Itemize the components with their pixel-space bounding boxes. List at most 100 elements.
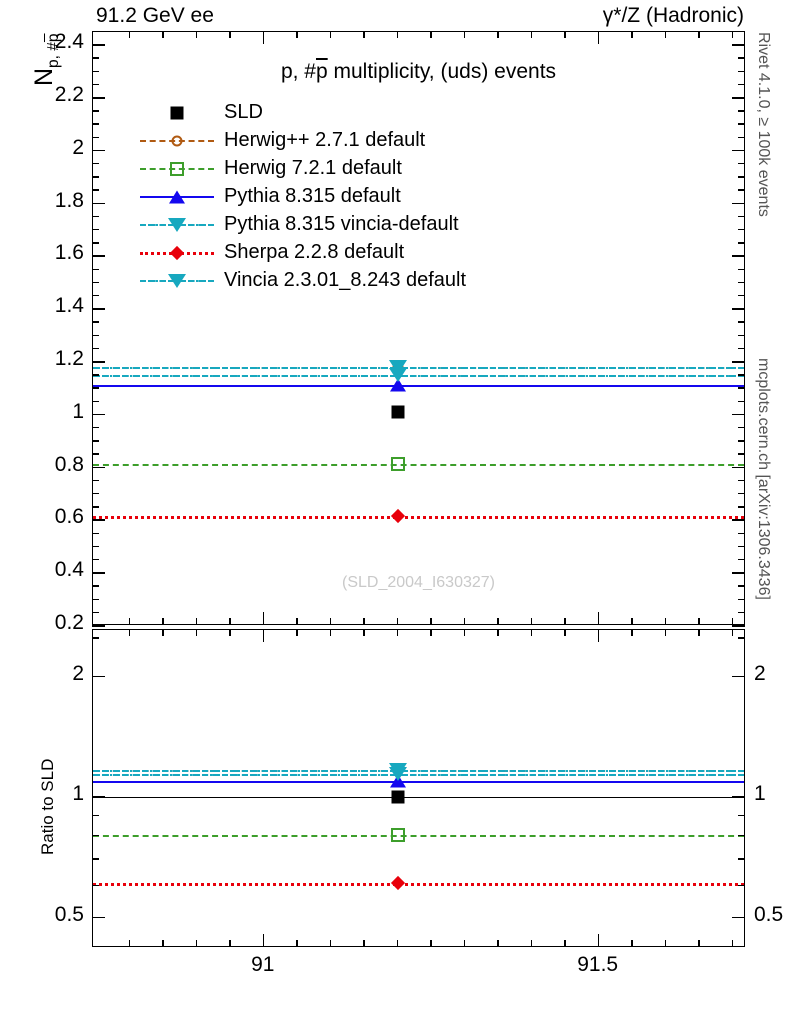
side-note-mcplots: mcplots.cern.ch [arXiv:1306.3436] [755,358,772,600]
legend-label: Pythia 8.315 default [224,185,401,207]
legend-label: Herwig 7.2.1 default [224,157,402,179]
series-line-2 [93,463,744,466]
main-x-tick [698,618,700,625]
main-y-major-tick [732,149,745,152]
main-x-tick [363,31,365,38]
ratio-x-tick [162,940,164,947]
main-y-minor-tick [92,334,99,336]
main-x-tick [363,618,365,625]
main-y-minor-tick [738,229,745,231]
main-x-tick [530,31,533,38]
ratio-x-tick [664,940,667,947]
main-y-minor-tick [92,215,99,218]
main-y-minor-tick [738,506,745,508]
main-y-minor-tick [738,268,745,270]
main-y-major-tick [92,361,105,363]
main-y-minor-tick [92,31,99,33]
ratio-x-tick [698,629,700,636]
main-y-tick: 1.4 [54,294,84,318]
ratio-x-tick [463,940,466,947]
ratio-y-major-tick [732,796,745,798]
main-plot-panel: p, #p multiplicity, (uds) events (SLD_20… [92,31,745,625]
main-y-major-tick [732,255,745,257]
main-y-tick: 1 [72,399,84,423]
main-x-tick [195,31,198,38]
main-y-major-tick [92,255,105,257]
series-line-dot-6 [93,770,744,773]
main-y-minor-tick [738,110,745,112]
ratio-x-tick [229,629,231,636]
main-y-minor-tick [738,31,745,33]
ratio-x-tick [530,629,533,636]
ratio-x-tick [363,940,365,947]
main-x-tick [162,618,164,625]
main-y-minor-tick [92,321,99,323]
main-x-tick [296,31,298,38]
ratio-baseline [93,797,744,799]
ratio-y-minor-tick [738,637,745,639]
legend-label: Herwig++ 2.7.1 default [224,129,426,151]
ratio-x-tick [631,629,633,636]
main-y-minor-tick [92,268,99,270]
ratio-x-tick [195,940,198,947]
main-y-tick: 0.8 [54,452,84,476]
main-y-minor-tick [738,598,745,600]
main-y-minor-tick [738,400,745,402]
main-y-minor-tick [738,440,745,442]
ratio-y-tick: 0.5 [54,902,84,926]
main-y-minor-tick [738,163,745,165]
main-y-major-tick [92,308,105,310]
main-y-major-tick [732,308,745,310]
x-tick-label: 91.5 [577,953,619,976]
ratio-y-minor-tick [92,835,99,837]
main-x-tick [497,31,499,38]
legend-key [140,127,214,155]
main-y-minor-tick [738,136,745,138]
series-line-5 [93,882,744,886]
ratio-x-tick [329,629,332,636]
main-y-major-tick [92,572,105,574]
ratio-x-tick [128,629,131,636]
main-y-minor-tick [92,242,99,244]
main-y-minor-tick [738,70,745,72]
main-y-minor-tick [738,479,745,482]
ratio-x-tick [430,629,432,636]
ratio-x-tick [363,629,365,636]
main-x-tick [664,618,667,625]
main-x-tick [329,618,332,625]
main-y-minor-tick [92,559,99,561]
ratio-x-tick [731,629,734,636]
marker-square-filled [391,790,405,804]
ratio-x-tick [162,629,164,636]
main-y-minor-tick [92,532,99,534]
legend-key-line [140,168,214,170]
legend-item: Pythia 8.315 vincia-default [140,211,560,239]
main-y-major-tick [92,519,105,521]
main-y-minor-tick [92,479,99,482]
ratio-x-tick [463,629,466,636]
main-y-minor-tick [738,281,745,284]
main-x-tick [329,31,332,38]
main-y-major-tick [732,466,745,469]
ratio-x-tick [396,629,399,636]
main-x-tick [262,31,265,44]
main-y-minor-tick [92,440,99,442]
legend-key [140,183,214,211]
main-y-minor-tick [92,229,99,231]
ratio-y-tick-right: 0.5 [754,902,784,926]
main-y-minor-tick [92,70,99,72]
main-y-minor-tick [92,374,99,376]
ratio-y-tick-right: 1 [754,782,766,806]
main-y-minor-tick [92,427,99,429]
ratio-x-tick [195,629,198,636]
ratio-y-minor-tick [92,637,99,639]
legend-item: Herwig++ 2.7.1 default [140,127,560,155]
main-y-minor-tick [738,321,745,323]
main-y-minor-tick [92,506,99,508]
legend-item: Vincia 2.3.01_8.243 default [140,267,560,295]
main-x-tick [128,618,131,625]
main-plot-title: p, #p multiplicity, (uds) events [280,60,557,83]
series-line-3 [93,780,744,783]
main-x-tick [698,31,700,38]
ratio-x-tick [296,940,298,947]
